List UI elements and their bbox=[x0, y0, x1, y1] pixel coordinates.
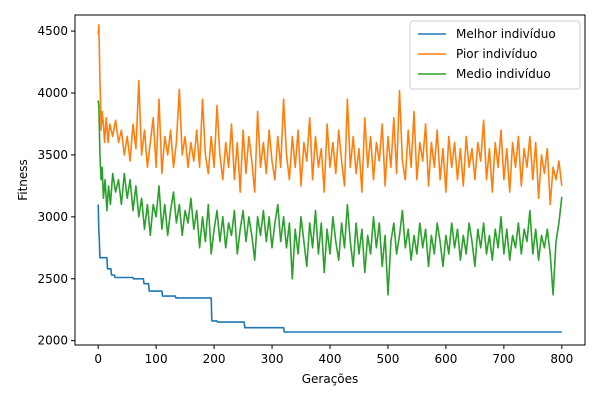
y-tick-label: 4000 bbox=[37, 86, 68, 100]
series-line-melhor bbox=[97, 204, 562, 333]
legend-label-pior: Pior indivíduo bbox=[456, 47, 537, 61]
x-tick-label: 600 bbox=[434, 352, 457, 366]
x-tick-label: 800 bbox=[550, 352, 573, 366]
y-tick-label: 3500 bbox=[37, 148, 68, 162]
series-layer bbox=[97, 24, 563, 333]
x-tick-label: 200 bbox=[203, 352, 226, 366]
legend-label-medio: Medio indivíduo bbox=[456, 67, 551, 81]
legend-label-melhor: Melhor indivíduo bbox=[456, 27, 556, 41]
x-axis-label: Gerações bbox=[302, 372, 359, 386]
x-tick-label: 700 bbox=[492, 352, 515, 366]
x-tick-label: 500 bbox=[377, 352, 400, 366]
x-tick-label: 100 bbox=[145, 352, 168, 366]
y-tick-label: 3000 bbox=[37, 210, 68, 224]
x-axis: 0 100 200 300 400 500 600 700 800 bbox=[94, 345, 573, 366]
x-tick-label: 400 bbox=[319, 352, 342, 366]
x-tick-label: 0 bbox=[94, 352, 102, 366]
y-axis: 2000 2500 3000 3500 4000 4500 bbox=[37, 24, 75, 348]
y-tick-label: 2500 bbox=[37, 272, 68, 286]
series-line-pior bbox=[97, 24, 563, 206]
legend-frame bbox=[409, 20, 581, 90]
series-line-medio bbox=[97, 100, 563, 296]
y-tick-label: 2000 bbox=[37, 334, 68, 348]
y-tick-label: 4500 bbox=[37, 24, 68, 38]
legend: Melhor indivíduo Pior indivíduo Medio in… bbox=[409, 20, 581, 90]
y-axis-label: Fitness bbox=[16, 159, 30, 201]
x-tick-label: 300 bbox=[261, 352, 284, 366]
